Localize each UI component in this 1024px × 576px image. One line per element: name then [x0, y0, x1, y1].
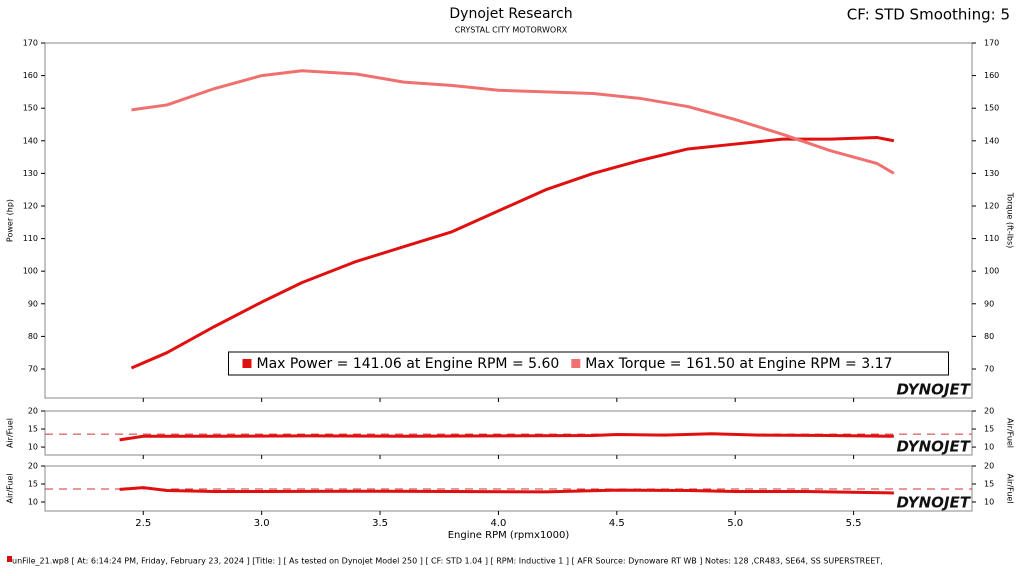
- x-axis-label: Engine RPM (rpmx1000): [448, 530, 570, 541]
- data-line: [130, 136, 895, 370]
- y-tick-label: 130: [23, 169, 38, 178]
- y-tick-label: 20: [28, 407, 38, 416]
- x-tick-label: 4.0: [490, 518, 506, 529]
- x-tick-label: 4.5: [609, 518, 625, 529]
- y2-axis-label: Torque (ft-lbs): [1006, 192, 1015, 249]
- chart-title: Dynojet Research: [449, 6, 572, 22]
- settings-text: CF: STD Smoothing: 5: [847, 6, 1010, 24]
- y-tick-label: 90: [28, 299, 38, 308]
- x-tick-label: 3.0: [254, 518, 270, 529]
- logo: DYNOJET: [896, 381, 971, 399]
- y2-axis-label: Air/Fuel: [1006, 418, 1015, 448]
- y2-tick-label: 110: [984, 234, 999, 243]
- status-icon: [7, 556, 12, 562]
- data-line: [119, 432, 894, 442]
- legend-swatch: [571, 359, 581, 368]
- y-tick-label: 10: [28, 443, 38, 452]
- x-tick-label: 5.0: [727, 518, 743, 529]
- y2-tick-label: 10: [984, 443, 994, 452]
- chart-subtitle: CRYSTAL CITY MOTORWORX: [455, 26, 568, 35]
- y-tick-label: 120: [23, 201, 38, 210]
- y-tick-label: 170: [23, 39, 38, 48]
- y2-tick-label: 90: [984, 299, 994, 308]
- y-tick-label: 140: [23, 136, 38, 145]
- x-tick-label: 3.5: [372, 518, 388, 529]
- y2-tick-label: 20: [984, 407, 994, 416]
- y-tick-label: 15: [28, 480, 38, 489]
- y2-tick-label: 100: [984, 267, 999, 276]
- y-axis-label: Power (hp): [6, 199, 15, 242]
- y-tick-label: 80: [28, 332, 38, 341]
- y2-tick-label: 20: [984, 462, 994, 471]
- y2-tick-label: 120: [984, 201, 999, 210]
- y2-tick-label: 10: [984, 498, 994, 507]
- y-tick-label: 20: [28, 462, 38, 471]
- legend-swatch: [242, 359, 252, 368]
- y-axis-label: Air/Fuel: [6, 473, 15, 503]
- y2-tick-label: 140: [984, 136, 999, 145]
- y-tick-label: 100: [23, 267, 38, 276]
- y-tick-label: 10: [28, 498, 38, 507]
- y-tick-label: 160: [23, 71, 38, 80]
- legend-box: [228, 351, 949, 376]
- y2-tick-label: 160: [984, 71, 999, 80]
- y-tick-label: 150: [23, 104, 38, 113]
- legend-label: Max Torque = 161.50 at Engine RPM = 3.17: [585, 356, 892, 372]
- y-tick-label: 15: [28, 425, 38, 434]
- y2-tick-label: 150: [984, 104, 999, 113]
- y2-tick-label: 170: [984, 39, 999, 48]
- y-tick-label: 70: [28, 364, 38, 373]
- x-tick-label: 2.5: [135, 518, 151, 529]
- legend-label: Max Power = 141.06 at Engine RPM = 5.60: [257, 356, 560, 372]
- y2-tick-label: 15: [984, 425, 994, 434]
- y2-tick-label: 15: [984, 480, 994, 489]
- logo: DYNOJET: [896, 494, 971, 512]
- y2-tick-label: 80: [984, 332, 994, 341]
- y-tick-label: 110: [23, 234, 38, 243]
- logo: DYNOJET: [896, 438, 971, 456]
- plot-area: [44, 465, 973, 512]
- y2-axis-label: Air/Fuel: [1006, 473, 1015, 503]
- plot-area: [44, 42, 973, 399]
- y2-tick-label: 70: [984, 364, 994, 373]
- x-tick-label: 5.5: [846, 518, 862, 529]
- status-bar: unFile_21.wp8 [ At: 6:14:24 PM, Friday, …: [12, 557, 883, 566]
- data-line: [131, 69, 895, 175]
- data-line: [119, 486, 894, 495]
- plot-area: [44, 410, 973, 456]
- y-axis-label: Air/Fuel: [6, 418, 15, 448]
- y2-tick-label: 130: [984, 169, 999, 178]
